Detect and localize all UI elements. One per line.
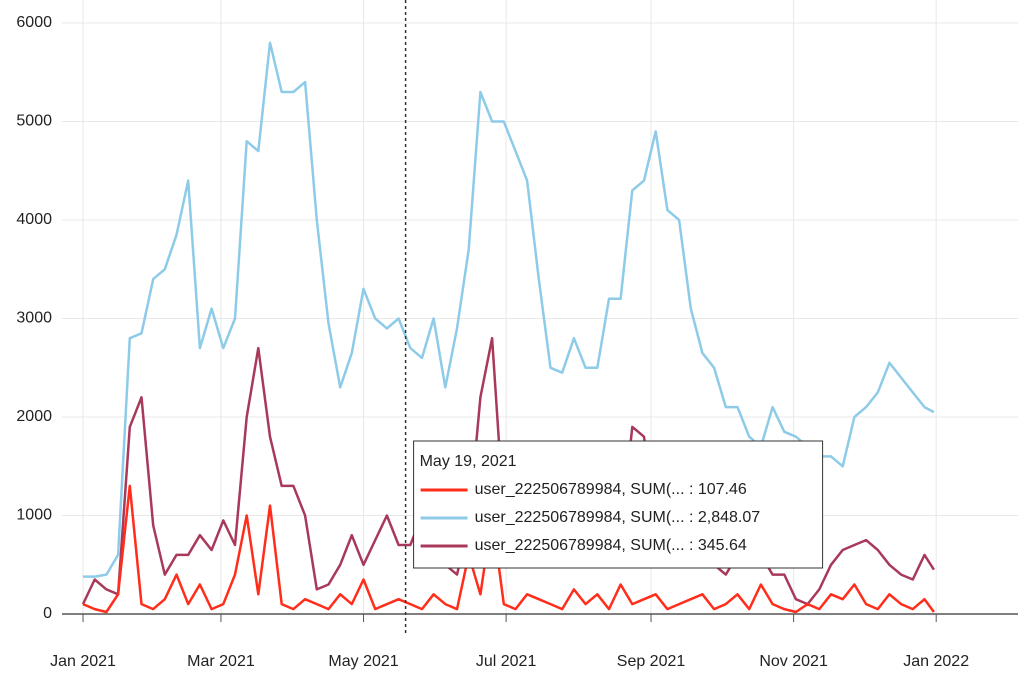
tooltip-date: May 19, 2021 bbox=[420, 453, 517, 470]
x-tick-label: May 2021 bbox=[328, 653, 398, 670]
y-tick-label: 4000 bbox=[16, 211, 52, 228]
grid: 0 1000 2000 3000 4000 5000 6000 Jan 2021 Mar 202… bbox=[16, 0, 1018, 670]
tooltip-row: user_222506789984, SUM(... : 107.46 bbox=[475, 481, 747, 498]
tooltip-value: 107.46 bbox=[698, 481, 747, 498]
tooltip-label: user_222506789984, SUM(... : bbox=[475, 481, 694, 498]
x-tick-label: Mar 2021 bbox=[187, 653, 255, 670]
y-tick-label: 3000 bbox=[16, 310, 52, 327]
series-line bbox=[83, 41, 935, 578]
tooltip-value: 345.64 bbox=[698, 537, 747, 554]
y-tick-label: 0 bbox=[43, 605, 52, 622]
tooltip-row: user_222506789984, SUM(... : 345.64 bbox=[475, 537, 747, 554]
tooltip-label: user_222506789984, SUM(... : bbox=[475, 537, 694, 554]
y-tick-label: 1000 bbox=[16, 507, 52, 524]
x-tick-label: Jul 2021 bbox=[476, 653, 537, 670]
tooltip-row: user_222506789984, SUM(... : 2,848.07 bbox=[475, 509, 761, 526]
x-tick-label: Nov 2021 bbox=[759, 653, 828, 670]
x-tick-label: Jan 2022 bbox=[903, 653, 969, 670]
x-tick-label: Jan 2021 bbox=[50, 653, 116, 670]
overlay: May 19, 2021 user_222506789984, SUM(... :… bbox=[404, 0, 824, 636]
x-tick-label: Sep 2021 bbox=[617, 653, 686, 670]
y-tick-label: 6000 bbox=[16, 14, 52, 31]
tooltip-box bbox=[413, 440, 824, 569]
tooltip-label: user_222506789984, SUM(... : bbox=[475, 509, 694, 526]
y-tick-label: 2000 bbox=[16, 408, 52, 425]
series-line bbox=[82, 484, 935, 614]
y-tick-label: 5000 bbox=[16, 113, 52, 130]
tooltip-value: 2,848.07 bbox=[698, 509, 760, 526]
